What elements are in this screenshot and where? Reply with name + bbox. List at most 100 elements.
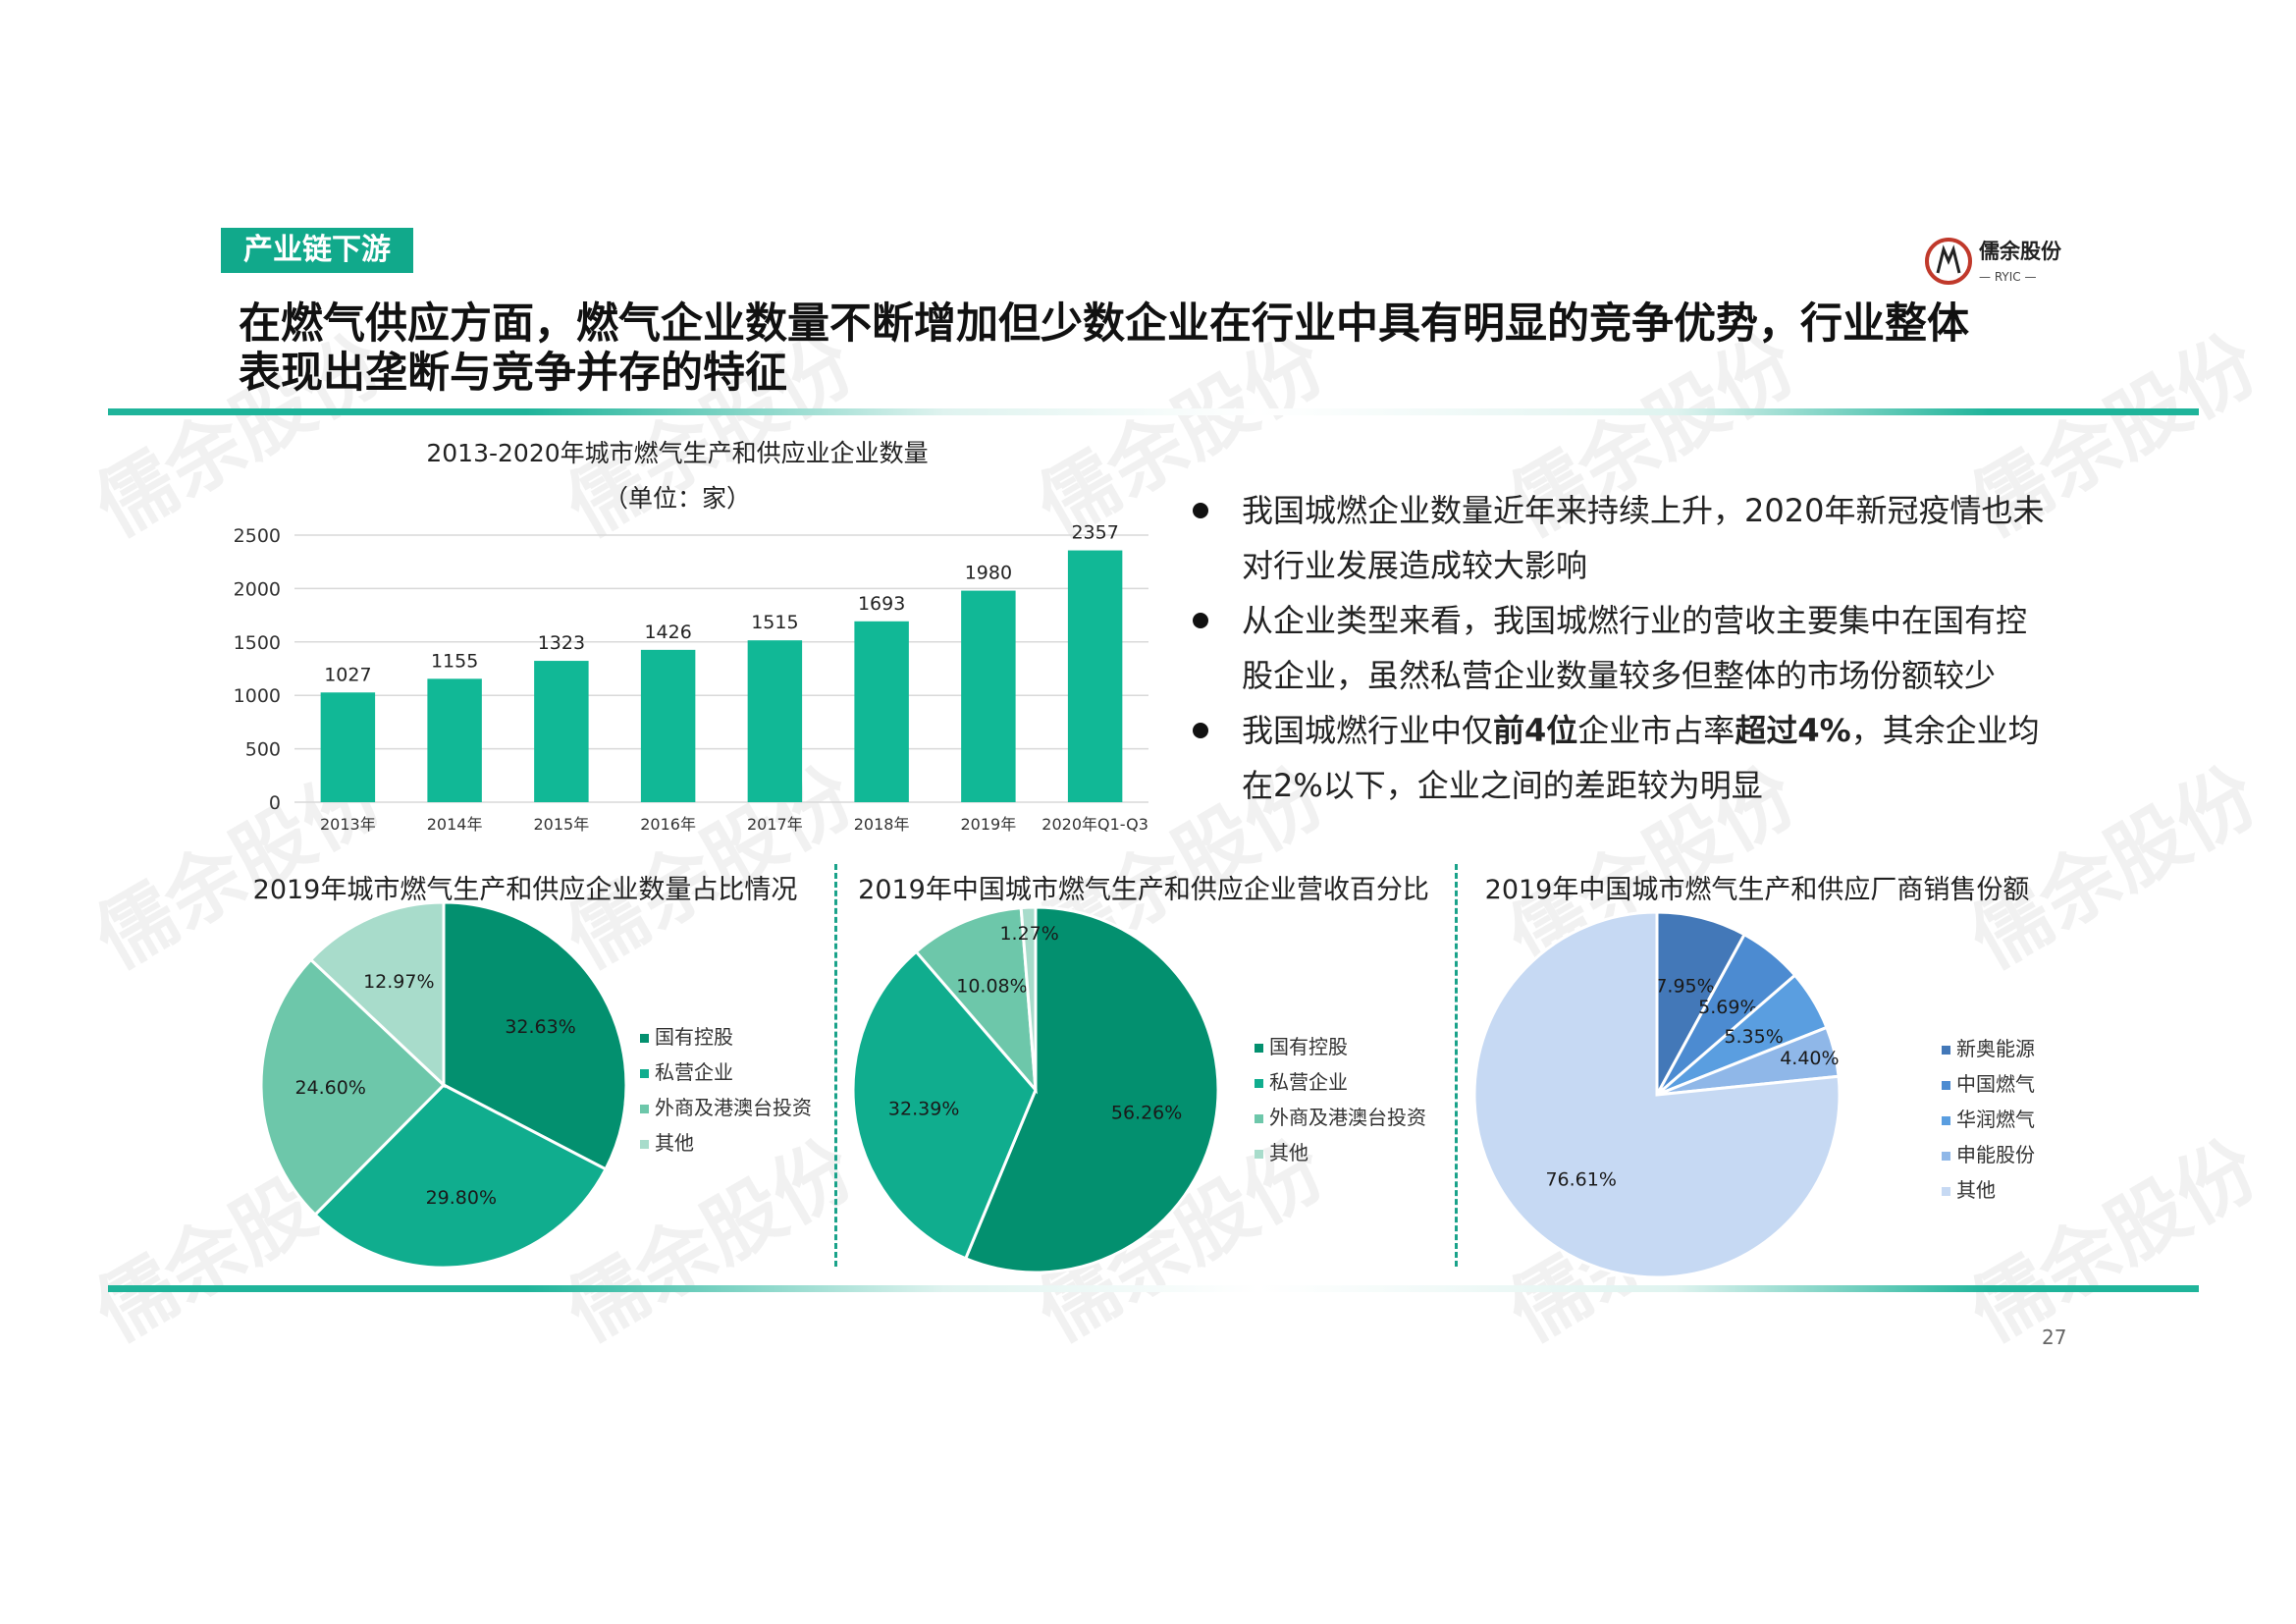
chart-divider xyxy=(1455,864,1458,1267)
legend-item: 私营企业 xyxy=(1255,1066,1426,1095)
legend-item: 其他 xyxy=(1255,1137,1426,1165)
legend-swatch xyxy=(640,1069,649,1078)
bullet-text: ，其余企业均在2%以下，企业之间的差距较为明显 xyxy=(1242,712,2040,804)
pie-slice xyxy=(963,905,1220,1274)
bullet-item: 我国城燃行业中仅前4位企业市占率超过4%，其余企业均在2%以下，企业之间的差距较… xyxy=(1193,703,2056,813)
bullet-dot-icon xyxy=(1193,503,1208,518)
y-tick-label: 2500 xyxy=(234,525,281,547)
pie-slice-label: 5.69% xyxy=(1698,997,1757,1018)
y-tick-label: 0 xyxy=(269,792,281,814)
pie-slice xyxy=(914,905,1038,1095)
pie-slice xyxy=(312,1083,609,1270)
legend-item: 其他 xyxy=(640,1127,812,1156)
legend-swatch xyxy=(1255,1044,1263,1053)
pie-slice-label: 10.08% xyxy=(956,976,1027,998)
pie-slice-label: 5.35% xyxy=(1724,1026,1783,1048)
bar-chart-title: 2013-2020年城市燃气生产和供应业企业数量 xyxy=(426,439,929,467)
pie-slice xyxy=(851,949,1038,1261)
pie-slice-label: 32.39% xyxy=(888,1098,959,1119)
legend-swatch xyxy=(1942,1081,1950,1090)
bullet-text: 从企业类型来看，我国城燃行业的营收主要集中在国有控股企业，虽然私营企业数量较多但… xyxy=(1242,602,2028,694)
legend-item: 中国燃气 xyxy=(1942,1068,2035,1097)
chart-divider xyxy=(834,864,837,1267)
pie-slice-label: 4.40% xyxy=(1780,1048,1839,1069)
pie-slice xyxy=(1655,910,1747,1096)
brand-name: 儒余股份 xyxy=(1979,240,2062,263)
pie-slice xyxy=(442,900,628,1171)
pie-slice-label: 1.27% xyxy=(999,923,1058,945)
bar-value-label: 1426 xyxy=(644,622,691,643)
pie-slice-label: 12.97% xyxy=(363,971,434,993)
bar-value-label: 1155 xyxy=(431,650,478,672)
x-tick-label: 2013年 xyxy=(320,815,376,834)
pie-chart-2-legend: 国有控股私营企业外商及港澳台投资其他 xyxy=(1255,1031,1426,1172)
legend-label: 其他 xyxy=(655,1131,694,1155)
legend-label: 申能股份 xyxy=(1956,1143,2035,1166)
page-number: 27 xyxy=(2042,1326,2067,1349)
bar xyxy=(640,649,696,802)
pie-chart-1: 32.63% 29.80% 24.60% 12.97% xyxy=(259,900,628,1270)
bullet-text: 前4位 xyxy=(1493,712,1578,749)
section-tag: 产业链下游 xyxy=(221,228,413,273)
y-tick-label: 500 xyxy=(245,739,281,761)
y-tick-label: 1000 xyxy=(234,685,281,707)
brand-subtitle: — RYIC — xyxy=(1979,270,2036,284)
pie-chart-3-title: 2019年中国城市燃气生产和供应厂商销售份额 xyxy=(1484,875,2030,905)
legend-item: 国有控股 xyxy=(640,1021,812,1050)
pie-slice xyxy=(1019,905,1038,1091)
legend-label: 私营企业 xyxy=(655,1060,733,1084)
legend-item: 新奥能源 xyxy=(1942,1033,2035,1061)
pie-slice xyxy=(308,900,446,1089)
bar-value-label: 1323 xyxy=(538,632,585,654)
bullet-item: 我国城燃企业数量近年来持续上升，2020年新冠疫情也未对行业发展造成较大影响 xyxy=(1193,483,2056,593)
y-tick-label: 2000 xyxy=(234,578,281,600)
legend-label: 国有控股 xyxy=(655,1025,733,1049)
legend-item: 外商及港澳台投资 xyxy=(1255,1102,1426,1130)
legend-label: 其他 xyxy=(1269,1141,1308,1164)
legend-swatch xyxy=(1942,1046,1950,1055)
pie-slice xyxy=(259,957,447,1218)
x-tick-label: 2016年 xyxy=(640,815,696,834)
legend-label: 私营企业 xyxy=(1269,1070,1348,1094)
legend-swatch xyxy=(1942,1152,1950,1161)
bar xyxy=(427,678,482,802)
pie-chart-3: 7.95%5.69% 5.35%4.40% 76.61% xyxy=(1472,910,1842,1279)
pie-slice-label: 76.61% xyxy=(1545,1169,1616,1191)
bar-value-label: 2357 xyxy=(1071,522,1118,544)
x-tick-label: 2015年 xyxy=(534,815,590,834)
legend-label: 新奥能源 xyxy=(1956,1037,2035,1060)
pie-slice-label: 56.26% xyxy=(1111,1103,1182,1124)
bullet-text: 我国城燃企业数量近年来持续上升，2020年新冠疫情也未对行业发展造成较大影响 xyxy=(1242,492,2045,584)
x-tick-label: 2017年 xyxy=(747,815,803,834)
pie-slice-label: 29.80% xyxy=(426,1187,497,1209)
bar xyxy=(747,640,803,802)
legend-item: 私营企业 xyxy=(640,1056,812,1085)
legend-label: 国有控股 xyxy=(1269,1035,1348,1058)
bullet-dot-icon xyxy=(1193,613,1208,628)
legend-label: 华润燃气 xyxy=(1956,1108,2035,1131)
pie-chart-1-title: 2019年城市燃气生产和供应企业数量占比情况 xyxy=(252,875,798,905)
bar xyxy=(854,621,909,802)
bar-value-label: 1027 xyxy=(324,664,371,685)
legend-swatch xyxy=(1255,1114,1263,1123)
legend-item: 申能股份 xyxy=(1942,1139,2035,1167)
bar xyxy=(961,590,1016,802)
legend-item: 华润燃气 xyxy=(1942,1104,2035,1132)
legend-label: 其他 xyxy=(1956,1178,1996,1202)
pie-slice xyxy=(1472,910,1842,1279)
legend-swatch xyxy=(1942,1116,1950,1125)
y-tick-label: 1500 xyxy=(234,632,281,654)
legend-item: 外商及港澳台投资 xyxy=(640,1092,812,1120)
legend-item: 国有控股 xyxy=(1255,1031,1426,1059)
legend-label: 中国燃气 xyxy=(1956,1072,2035,1096)
legend-label: 外商及港澳台投资 xyxy=(655,1096,812,1119)
x-tick-label: 2018年 xyxy=(854,815,910,834)
legend-item: 其他 xyxy=(1942,1174,2035,1203)
bar-value-label: 1515 xyxy=(751,612,798,633)
legend-swatch xyxy=(1255,1079,1263,1088)
bar xyxy=(320,692,376,802)
legend-swatch xyxy=(640,1140,649,1149)
legend-swatch xyxy=(1942,1187,1950,1196)
pie-chart-3-legend: 新奥能源中国燃气华润燃气申能股份其他 xyxy=(1942,1033,2035,1210)
bullet-text: 超过4% xyxy=(1735,712,1851,749)
